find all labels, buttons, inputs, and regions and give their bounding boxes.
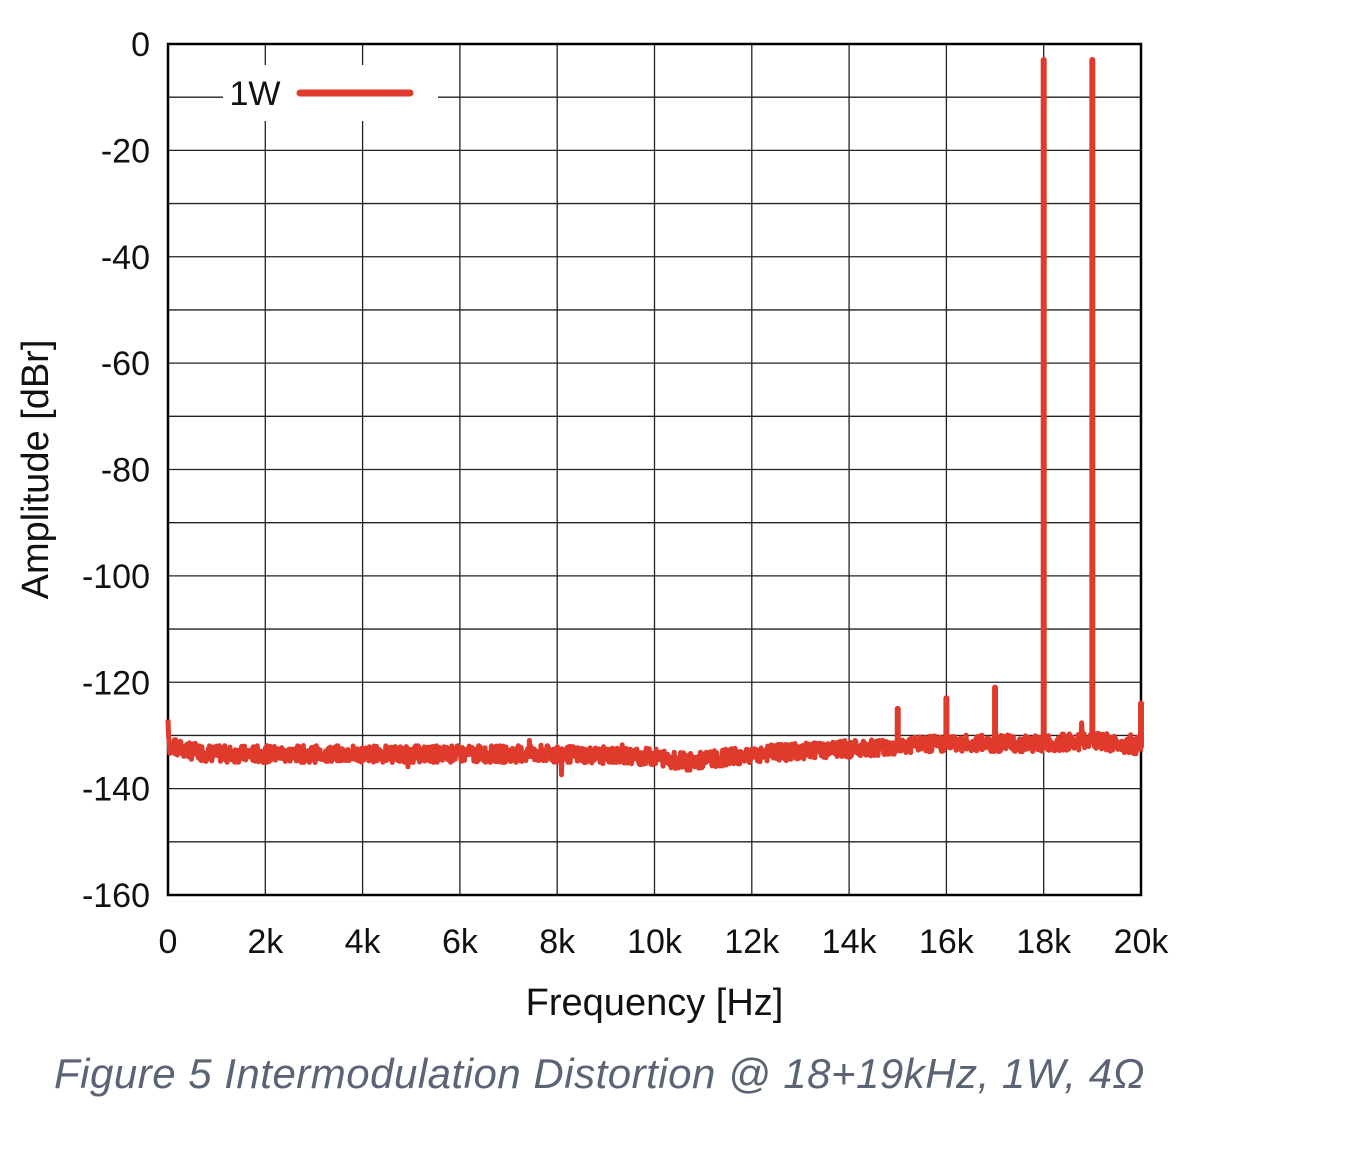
- x-tick-label: 18k: [1016, 923, 1072, 961]
- x-tick-label: 20k: [1114, 923, 1170, 961]
- y-tick-label: -100: [82, 558, 150, 596]
- x-tick-label: 4k: [345, 923, 382, 961]
- x-tick-label: 0: [159, 923, 178, 961]
- legend-label: 1W: [230, 75, 281, 113]
- y-tick-label: -80: [101, 452, 150, 490]
- grid: [167, 43, 1142, 896]
- x-tick-label: 14k: [822, 923, 878, 961]
- x-tick-label: 8k: [539, 923, 576, 961]
- x-tick-label: 6k: [442, 923, 479, 961]
- y-tick-label: -40: [101, 239, 150, 277]
- series-layer: [165, 56, 1144, 778]
- x-tick-labels: 0 2k 4k 6k 8k 10k 12k 14k 16k 18k 20k: [159, 923, 1170, 961]
- x-tick-label: 16k: [919, 923, 975, 961]
- x-tick-label: 10k: [627, 923, 683, 961]
- y-tick-label: -120: [82, 664, 150, 702]
- chart: 0 2k 4k 6k 8k 10k 12k 14k 16k 18k 20k 0 -20 -40 -60 -8…: [15, 26, 1170, 1024]
- y-axis-title: Amplitude [dBr]: [15, 340, 57, 600]
- x-tick-label: 2k: [247, 923, 284, 961]
- figure-caption: Figure 5 Intermodulation Distortion @ 18…: [54, 1050, 1146, 1097]
- y-tick-label: -140: [82, 771, 150, 809]
- y-tick-label: -20: [101, 132, 150, 170]
- plot-frame: [166, 42, 1143, 897]
- y-tick-label: -160: [82, 877, 150, 915]
- x-axis-title: Frequency [Hz]: [526, 982, 784, 1024]
- y-tick-labels: 0 -20 -40 -60 -80 -100 -120 -140 -160: [82, 26, 150, 915]
- y-tick-label: 0: [131, 26, 150, 64]
- series-line-1W: [165, 719, 1144, 778]
- legend: 1W: [223, 65, 438, 121]
- x-tick-label: 12k: [724, 923, 780, 961]
- y-tick-label: -60: [101, 345, 150, 383]
